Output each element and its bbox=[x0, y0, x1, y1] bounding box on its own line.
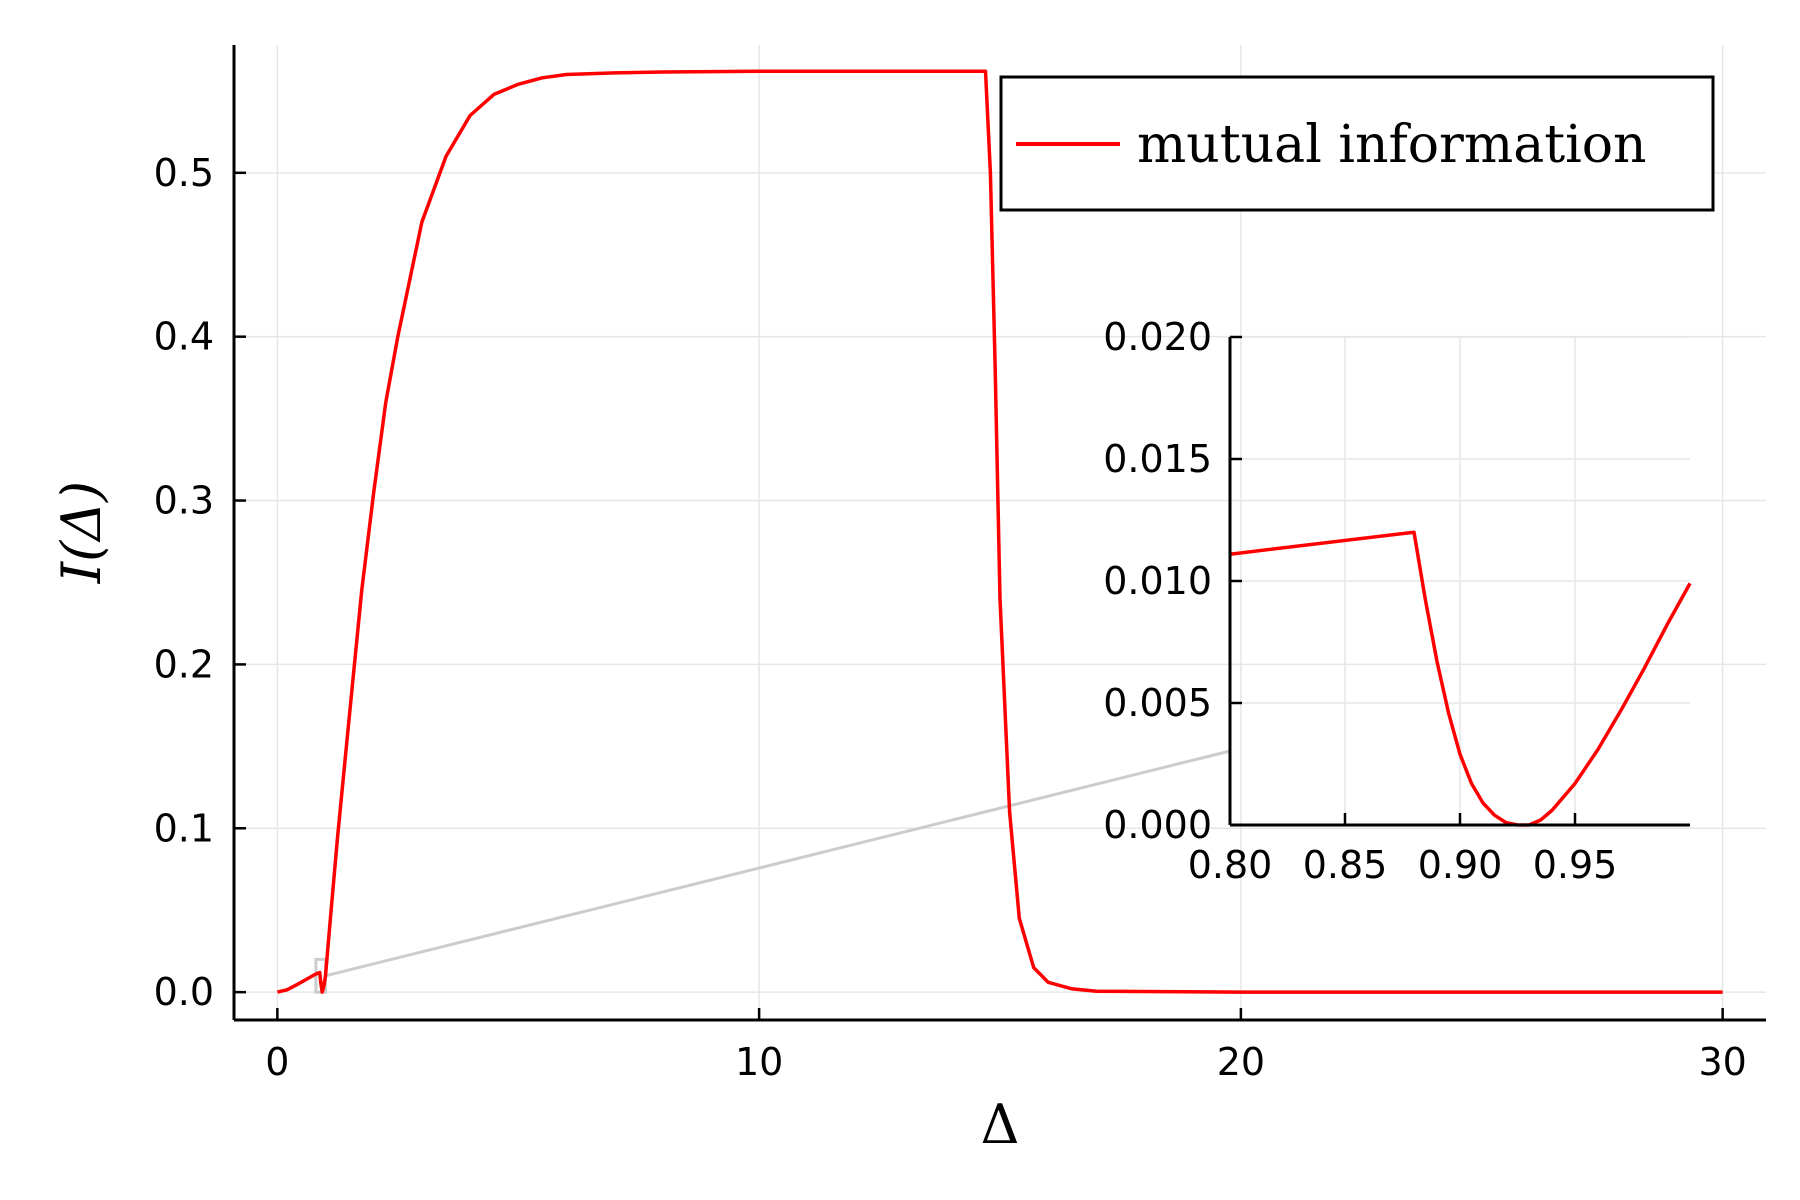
main-axes bbox=[232, 45, 1766, 1022]
inset-connector-line bbox=[325, 749, 1231, 978]
y-axis-label: I(Δ) bbox=[50, 481, 113, 584]
inset-y-tick-label-1: 0.005 bbox=[1103, 681, 1212, 725]
inset-x-tick-label-2: 0.90 bbox=[1418, 843, 1503, 887]
inset-y-tick-label-0: 0.000 bbox=[1103, 803, 1212, 847]
inset-x-tick-label-3: 0.95 bbox=[1533, 843, 1618, 887]
inset-y-tick-label-4: 0.020 bbox=[1103, 315, 1212, 359]
y-tick-label-1: 0.1 bbox=[154, 806, 214, 850]
inset-axes bbox=[1228, 335, 1690, 827]
y-tick-label-5: 0.5 bbox=[154, 151, 214, 195]
x-axis-label: Δ bbox=[981, 1093, 1020, 1156]
y-tick-label-4: 0.4 bbox=[154, 315, 214, 359]
inset-y-tick-label-2: 0.010 bbox=[1103, 559, 1212, 603]
legend: mutual information bbox=[999, 75, 1715, 212]
inset-y-tick-label-3: 0.015 bbox=[1103, 437, 1212, 481]
x-tick-label-3: 30 bbox=[1698, 1040, 1746, 1084]
y-tick-label-0: 0.0 bbox=[154, 970, 214, 1014]
x-tick-label-0: 0 bbox=[265, 1040, 289, 1084]
series-line-mutual-information bbox=[276, 69, 1723, 994]
y-tick-label-3: 0.3 bbox=[154, 479, 214, 523]
inset-x-tick-label-1: 0.85 bbox=[1303, 843, 1388, 887]
inset-x-tick-label-0: 0.80 bbox=[1188, 843, 1273, 887]
main-tick-labels: 0 10 20 30 0.0 0.1 0.2 0.3 0.4 0.5 bbox=[154, 151, 1747, 1084]
x-tick-label-2: 20 bbox=[1217, 1040, 1265, 1084]
x-tick-label-1: 10 bbox=[735, 1040, 783, 1084]
y-tick-label-2: 0.2 bbox=[154, 642, 214, 686]
legend-label: mutual information bbox=[1137, 115, 1647, 175]
inset-tick-labels: 0.80 0.85 0.90 0.95 0.000 0.005 0.010 0.015 0.02… bbox=[1103, 315, 1617, 887]
